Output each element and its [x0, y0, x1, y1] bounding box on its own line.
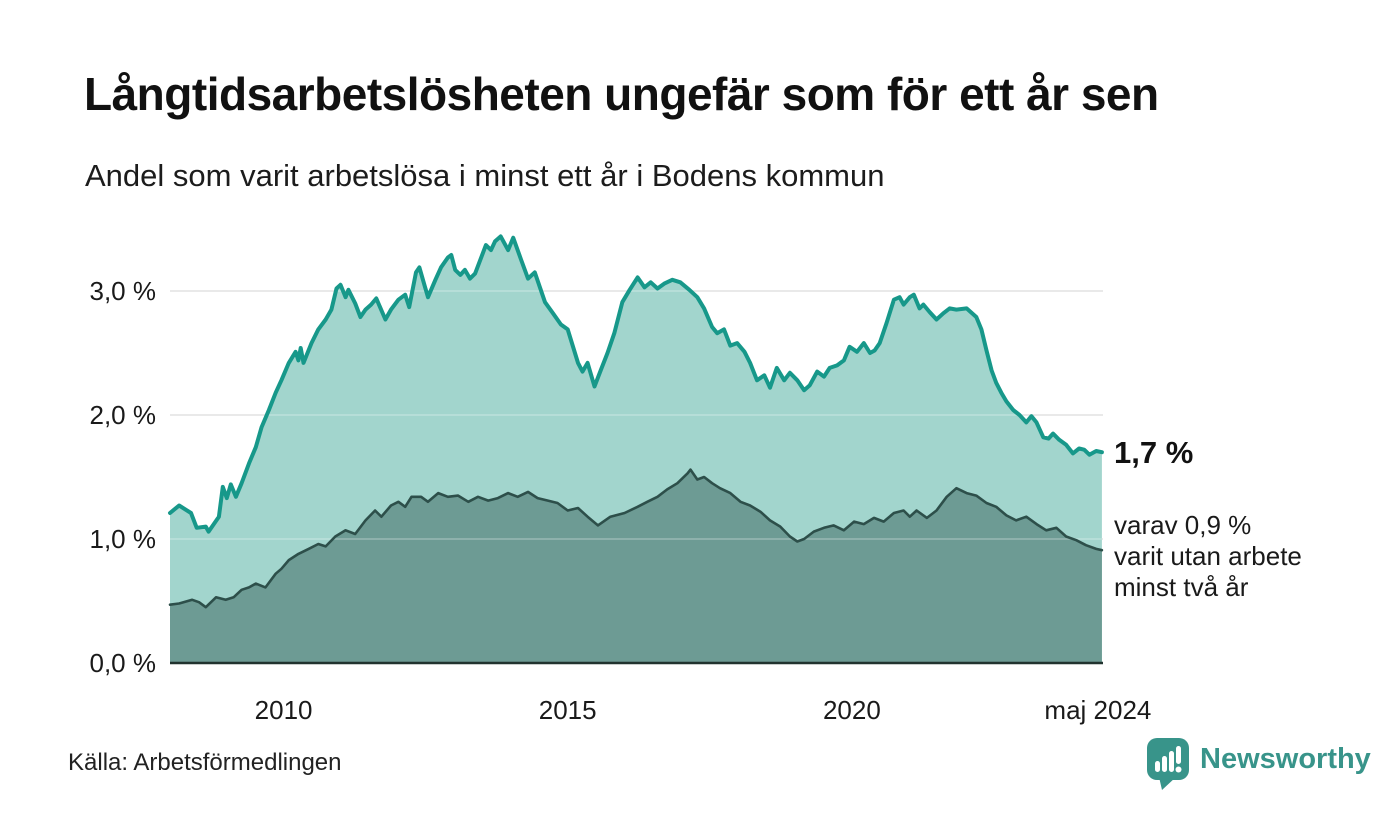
line-one-year [168, 234, 1104, 534]
chart-subtitle: Andel som varit arbetslösa i minst ett å… [85, 158, 885, 193]
x-tick-label: 2020 [823, 695, 881, 725]
latest-value-label: 1,7 % [1114, 435, 1194, 470]
x-tick-label: 2010 [255, 695, 313, 725]
x-tick-label: 2015 [539, 695, 597, 725]
y-tick-label: 1,0 % [90, 524, 157, 554]
newsworthy-logo: Newsworthy [1146, 737, 1371, 790]
x-tick-label: maj 2024 [1044, 695, 1151, 725]
secondary-annotation-line: minst två år [1114, 572, 1249, 602]
newsworthy-wordmark: Newsworthy [1200, 743, 1371, 775]
y-tick-label: 3,0 % [90, 276, 157, 306]
secondary-annotation-line: varav 0,9 % [1114, 510, 1252, 540]
line-two-year [168, 468, 1104, 609]
y-tick-label: 2,0 % [90, 400, 157, 430]
newsworthy-icon [1147, 738, 1189, 790]
secondary-annotation: varav 0,9 % varit utan arbete minst två … [1114, 510, 1302, 603]
area-two-year [170, 469, 1102, 663]
chart-title: Långtidsarbetslösheten ungefär som för e… [84, 68, 1159, 120]
secondary-annotation-line: varit utan arbete [1114, 541, 1302, 571]
y-tick-label: 0,0 % [90, 648, 157, 678]
source-label: Källa: Arbetsförmedlingen [68, 749, 342, 776]
